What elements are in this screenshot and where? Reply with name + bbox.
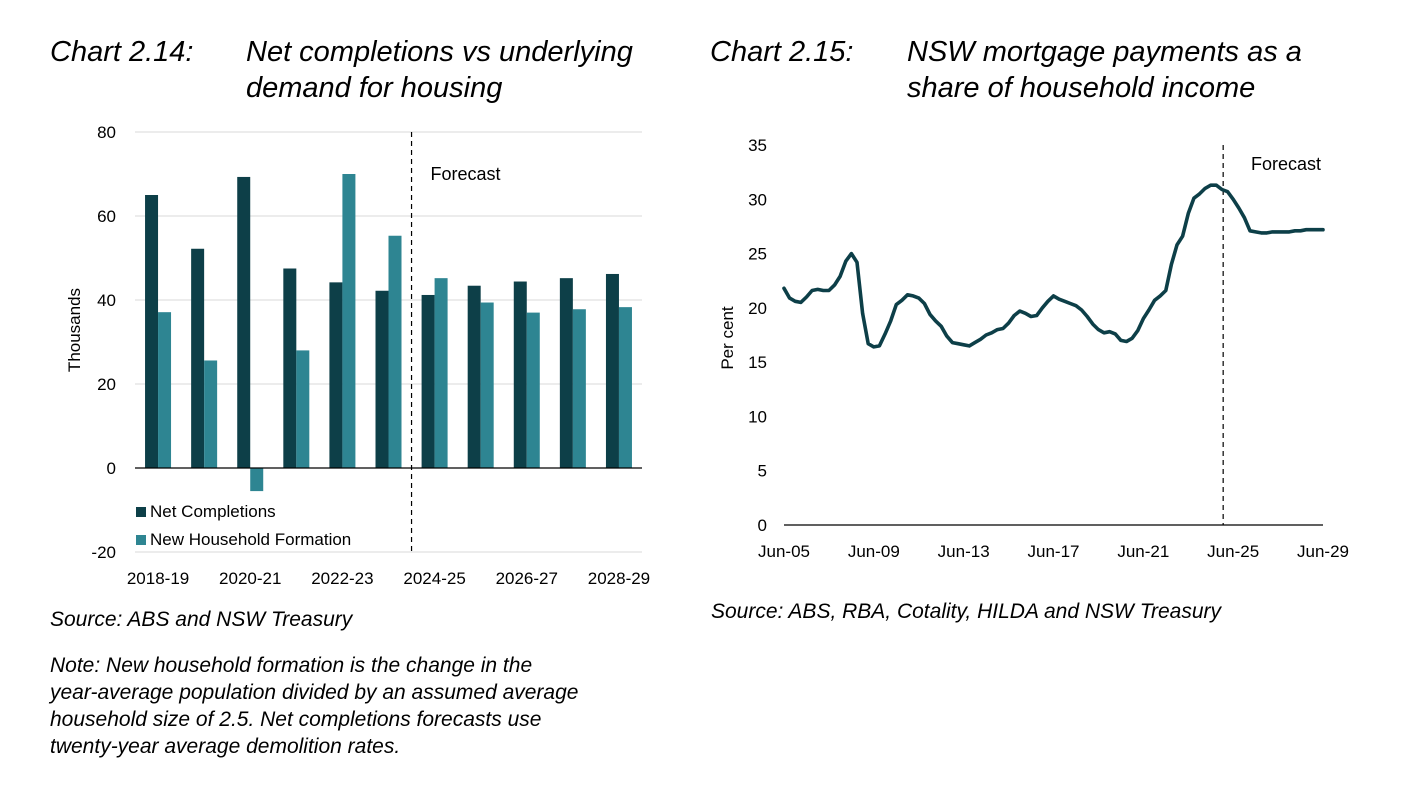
x-tick-label: Jun-17 [1028, 542, 1080, 561]
forecast-label: Forecast [1251, 154, 1321, 174]
y-tick-label: 0 [758, 516, 767, 535]
y-axis-label: Thousands [65, 288, 84, 372]
x-tick-label: Jun-29 [1297, 542, 1349, 561]
bar-new-household-formation [250, 468, 264, 492]
left-source: Source: ABS and NSW Treasury [50, 608, 353, 631]
bar-net-completions [375, 290, 389, 468]
left-chart-title-line2: demand for housing [246, 72, 503, 104]
bar-new-household-formation [342, 174, 356, 468]
y-tick-label: 60 [97, 207, 116, 226]
left-note-line: household size of 2.5. Net completions f… [50, 708, 542, 731]
x-tick-label: 2024-25 [403, 569, 465, 588]
x-tick-label: Jun-21 [1117, 542, 1169, 561]
bar-net-completions [467, 285, 481, 468]
legend-label: New Household Formation [150, 530, 351, 549]
x-tick-label: 2028-29 [588, 569, 650, 588]
right-chart-title-line1: NSW mortgage payments as a [907, 36, 1302, 68]
bar-new-household-formation [434, 278, 448, 468]
y-tick-label: 25 [748, 245, 767, 264]
legend-swatch [136, 535, 146, 545]
x-tick-label: 2018-19 [127, 569, 189, 588]
series-line-mortgage-share [782, 183, 1325, 349]
bar-new-household-formation [526, 312, 540, 468]
x-tick-label: 2020-21 [219, 569, 281, 588]
left-chart-title-line1: Net completions vs underlying [246, 36, 633, 68]
bar-net-completions [283, 268, 297, 468]
bar-net-completions [559, 278, 573, 468]
y-tick-label: 30 [748, 190, 767, 209]
right-source: Source: ABS, RBA, Cotality, HILDA and NS… [711, 600, 1221, 623]
left-note-line: twenty-year average demolition rates. [50, 735, 401, 758]
bar-net-completions [513, 281, 527, 468]
y-tick-label: 80 [97, 123, 116, 142]
left-chart-number: Chart 2.14: [50, 36, 194, 68]
forecast-label: Forecast [431, 164, 501, 184]
y-tick-label: -20 [91, 543, 116, 562]
y-tick-label: 5 [758, 462, 767, 481]
left-note: Note: New household formation is the cha… [50, 652, 690, 760]
right-chart: 0 5 10 15 20 25 30 35 Per cent Jun-05 Jun-09 Jun-13… [718, 136, 1349, 561]
bar-new-household-formation [572, 309, 586, 468]
bar-net-completions [237, 176, 251, 468]
bar-net-completions [605, 273, 619, 468]
legend-swatch [136, 507, 146, 517]
x-tick-label: Jun-25 [1207, 542, 1259, 561]
bar-new-household-formation [204, 360, 218, 468]
y-tick-label: 20 [97, 375, 116, 394]
x-tick-label: 2022-23 [311, 569, 373, 588]
bar-net-completions [145, 195, 159, 468]
bar-net-completions [421, 294, 435, 468]
bar-new-household-formation [296, 350, 310, 468]
bar-new-household-formation [388, 235, 402, 468]
bar-new-household-formation [480, 302, 494, 468]
bar-net-completions [191, 248, 205, 468]
left-note-line: year-average population divided by an as… [50, 681, 579, 704]
bar-new-household-formation [618, 307, 632, 468]
y-tick-label: 15 [748, 353, 767, 372]
y-tick-label: 40 [97, 291, 116, 310]
legend-label: Net Completions [150, 502, 276, 521]
x-tick-label: Jun-05 [758, 542, 810, 561]
left-note-line: Note: New household formation is the cha… [50, 654, 533, 677]
y-tick-label: 20 [748, 299, 767, 318]
y-tick-label: 0 [107, 459, 116, 478]
x-tick-label: 2026-27 [496, 569, 558, 588]
bar-new-household-formation [158, 312, 172, 468]
right-chart-title-line2: share of household income [907, 72, 1256, 104]
bar-net-completions [329, 282, 343, 468]
x-tick-label: Jun-09 [848, 542, 900, 561]
y-axis-label: Per cent [718, 306, 737, 370]
right-chart-title: Chart 2.15: NSW mortgage payments as a s… [710, 34, 1370, 110]
y-tick-label: 10 [748, 407, 767, 426]
left-chart: -20 0 20 40 60 80 Thousands 2018-19 2020-21 2022-… [65, 123, 650, 588]
x-tick-label: Jun-13 [938, 542, 990, 561]
y-tick-label: 35 [748, 136, 767, 155]
right-chart-number: Chart 2.15: [710, 36, 854, 68]
left-chart-title: Chart 2.14: Net completions vs underlyin… [50, 34, 690, 110]
